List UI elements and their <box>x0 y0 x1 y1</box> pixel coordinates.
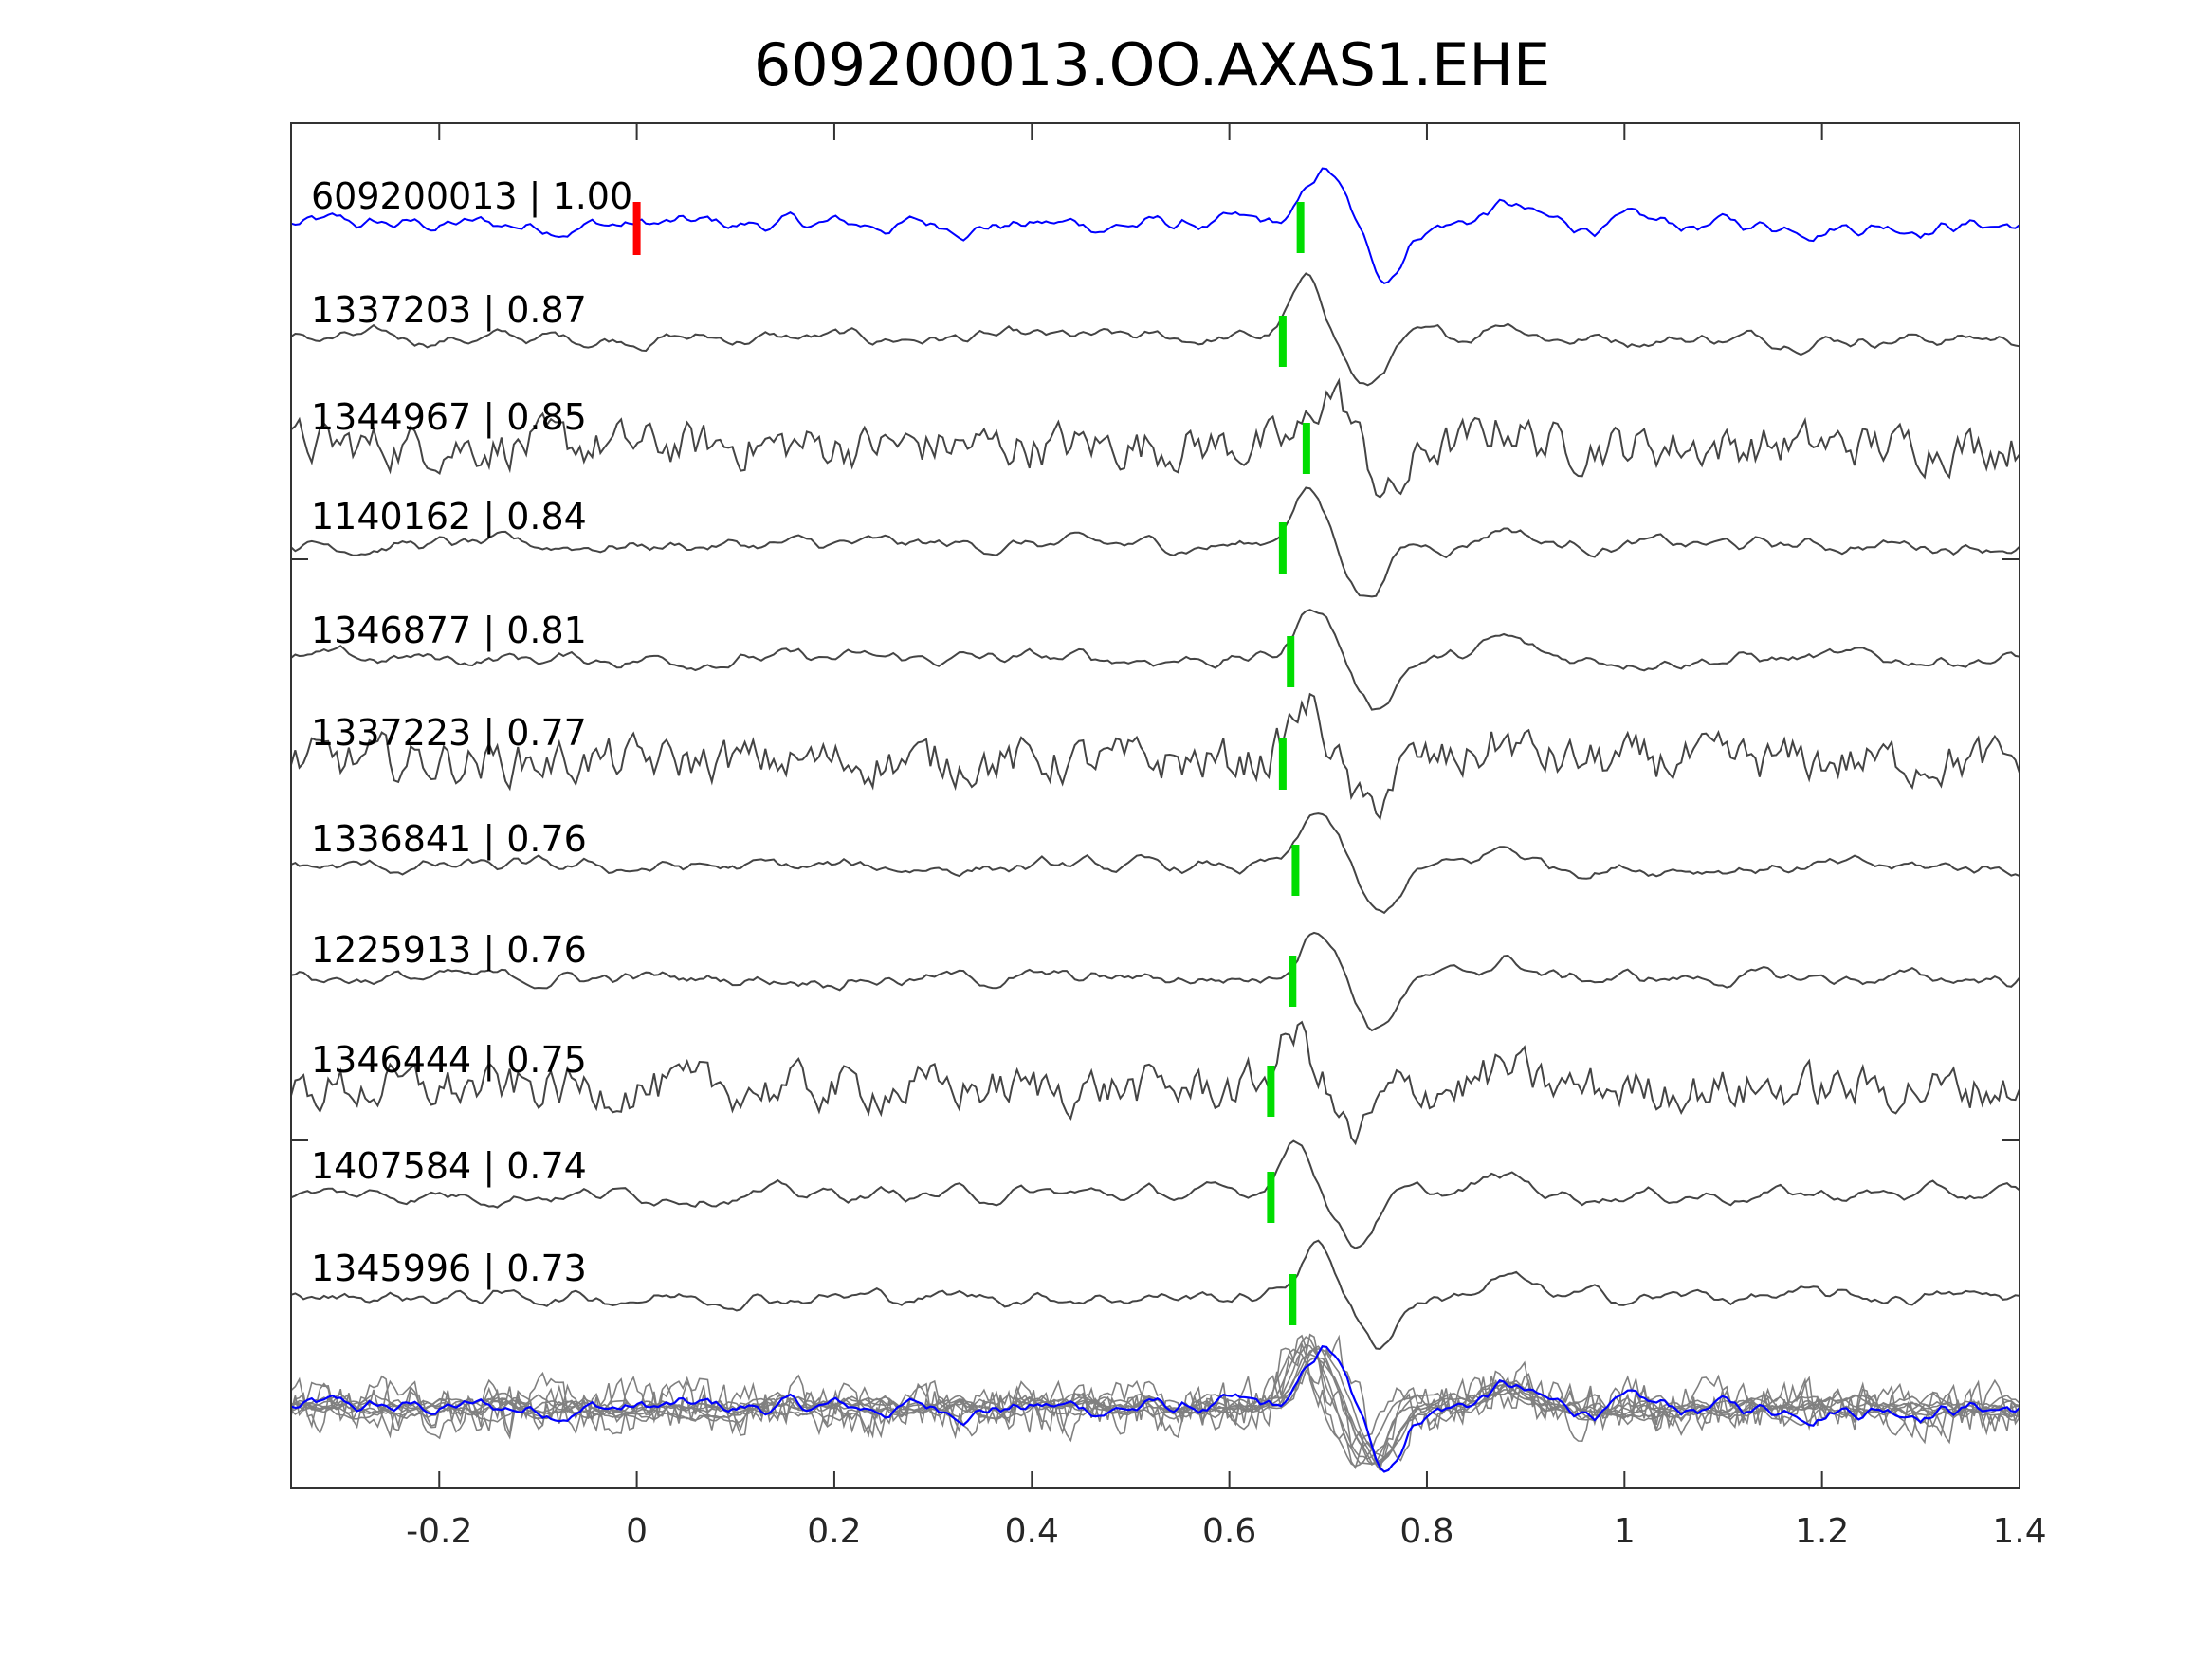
trace-line <box>290 609 2020 711</box>
stack-trace-line <box>290 1353 2020 1465</box>
trace-line <box>290 1139 2020 1249</box>
x-tick-label: 0.8 <box>1399 1512 1453 1551</box>
plot-frame <box>290 122 2020 1489</box>
trace-line <box>290 167 2020 285</box>
trace-label: 1336841 | 0.76 <box>311 818 587 861</box>
trace-label: 1345996 | 0.73 <box>311 1248 587 1290</box>
trace-label: 1337203 | 0.87 <box>311 289 587 332</box>
x-tick-label: 1.4 <box>1992 1512 2046 1551</box>
x-tick-label: 0.6 <box>1202 1512 1256 1551</box>
chart-title: 609200013.OO.AXAS1.EHE <box>754 30 1550 100</box>
x-tick-label: 0.2 <box>807 1512 861 1551</box>
trace-line <box>290 486 2020 598</box>
trace-label: 1346444 | 0.75 <box>311 1039 587 1082</box>
trace-line <box>290 692 2020 821</box>
x-tick-label: 0 <box>626 1512 648 1551</box>
trace-label: 1140162 | 0.84 <box>311 496 587 538</box>
trace-line <box>290 377 2020 499</box>
trace-label: 1407584 | 0.74 <box>311 1145 587 1188</box>
trace-label: 1225913 | 0.76 <box>311 929 587 972</box>
stack-trace-line <box>290 1333 2020 1472</box>
trace-label: 609200013 | 1.00 <box>311 175 632 218</box>
trace-line <box>290 1239 2020 1351</box>
stack-trace-line <box>290 1345 2020 1466</box>
stack-trace-line <box>290 1334 2020 1470</box>
trace-label: 1346877 | 0.81 <box>311 610 587 652</box>
trace-label: 1337223 | 0.77 <box>311 712 587 755</box>
axes-group: -0.2 0 0.2 0.4 0.6 0.8 1 1.2 1.4 <box>290 122 2047 1551</box>
trace-line <box>290 1020 2020 1146</box>
x-tick-label: 0.4 <box>1005 1512 1059 1551</box>
x-tick-label: -0.2 <box>406 1512 472 1551</box>
traces-group: 609200013 | 1.00 1337203 | 0.87 1344967 | … <box>290 167 2020 1473</box>
x-tick-label: 1.2 <box>1795 1512 1849 1551</box>
trace-line <box>290 272 2020 387</box>
trace-label: 1344967 | 0.85 <box>311 396 587 439</box>
x-tick-label: 1 <box>1614 1512 1636 1551</box>
stack-template-line <box>290 1344 2020 1473</box>
trace-line <box>290 931 2020 1032</box>
stack-trace-line <box>290 1348 2020 1468</box>
trace-line <box>290 812 2020 915</box>
